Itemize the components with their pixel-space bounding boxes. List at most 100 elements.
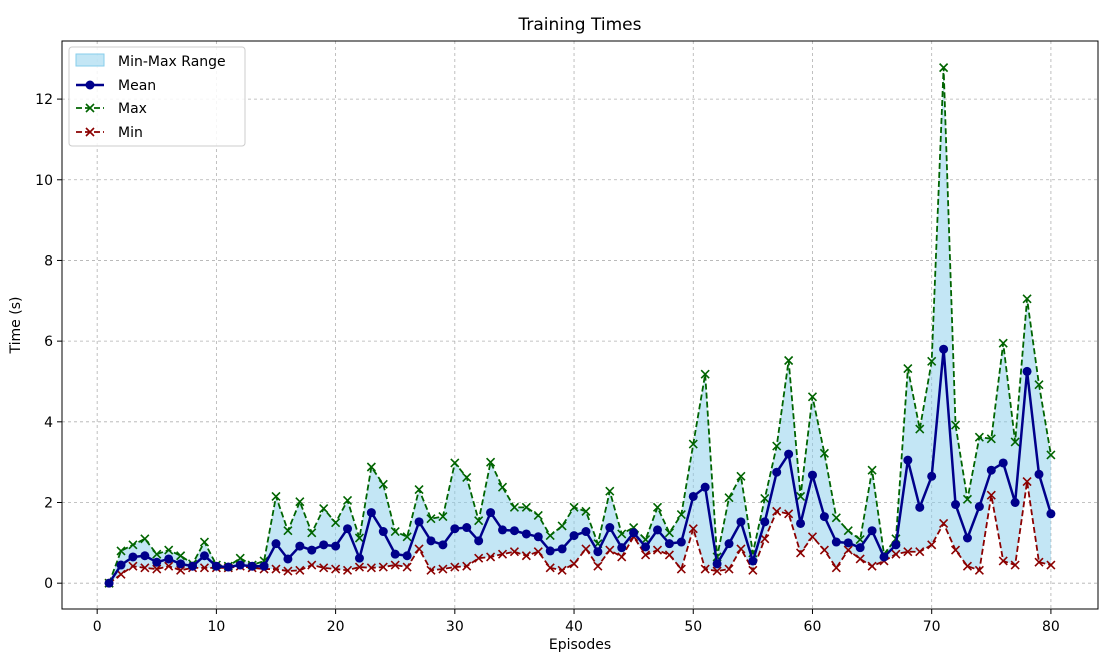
min-point [676, 564, 686, 574]
mean-point [641, 542, 651, 552]
max-point [831, 513, 841, 523]
max-point [867, 465, 877, 475]
mean-point [569, 531, 579, 541]
min-point [378, 562, 388, 572]
min-point [998, 556, 1008, 566]
mean-point [450, 524, 460, 534]
mean-point [557, 544, 567, 554]
max-point [486, 457, 496, 467]
max-point [450, 458, 460, 468]
min-point [950, 545, 961, 555]
max-point [462, 472, 472, 483]
max-point [438, 512, 448, 522]
mean-point [366, 508, 376, 518]
mean-point [796, 518, 806, 528]
mean-point [211, 561, 221, 571]
min-point [509, 547, 519, 557]
min-point [760, 534, 770, 544]
mean-point [1010, 498, 1020, 507]
max-point [497, 482, 508, 492]
mean-point [867, 526, 877, 536]
x-axis-label: Episodes [549, 637, 611, 652]
max-point [402, 532, 412, 542]
mean-point [307, 545, 317, 555]
min-point [700, 564, 710, 574]
mean-point [271, 539, 281, 549]
y-tick-label: 12 [35, 92, 53, 108]
min-point [939, 518, 949, 529]
min-point [593, 561, 603, 571]
max-point [426, 514, 436, 524]
mean-point [629, 528, 639, 538]
min-point [354, 562, 365, 572]
max-point [819, 448, 829, 458]
mean-point [414, 517, 424, 527]
min-point [545, 563, 555, 573]
max-point [664, 528, 674, 538]
max-point [676, 510, 686, 520]
max-point [474, 516, 484, 526]
max-point [176, 551, 186, 561]
mean-point [819, 512, 829, 522]
max-point [199, 537, 210, 547]
y-axis-ticks: 0 2 4 6 8 10 12 [35, 92, 62, 592]
y-tick-label: 2 [44, 496, 53, 512]
min-point [1046, 560, 1056, 570]
min-point [736, 544, 746, 554]
x-tick-label: 50 [684, 619, 702, 635]
min-point [855, 554, 865, 564]
mean-point [438, 540, 448, 550]
y-axis-label: Time (s) [8, 297, 24, 355]
min-point [533, 547, 543, 557]
legend-swatch-range [75, 53, 105, 67]
mean-point [319, 540, 329, 550]
max-point [307, 528, 317, 538]
min-point [497, 549, 508, 559]
mean-point [748, 556, 758, 566]
min-point [486, 552, 496, 562]
max-point [903, 364, 913, 374]
mean-point [724, 539, 734, 549]
min-point [927, 540, 937, 550]
max-point [950, 420, 961, 430]
x-tick-label: 20 [327, 619, 345, 635]
max-point [378, 479, 388, 489]
mean-point [605, 523, 615, 533]
mean-point [784, 449, 794, 459]
min-point [569, 559, 579, 569]
mean-point [223, 562, 233, 572]
min-point [331, 564, 341, 574]
min-point [831, 563, 841, 573]
min-point [557, 565, 567, 575]
min-point [688, 524, 698, 534]
max-point [1046, 450, 1056, 460]
x-tick-label: 60 [804, 619, 822, 635]
legend-label-range: Min-Max Range [118, 54, 226, 70]
mean-point [533, 532, 543, 542]
min-point [795, 548, 806, 558]
mean-point [939, 344, 949, 354]
min-point [521, 551, 531, 561]
min-point [617, 552, 627, 562]
legend-marker-mean [85, 80, 95, 90]
min-point [283, 566, 293, 576]
min-point [319, 563, 329, 573]
min-point [1022, 476, 1032, 487]
max-point [235, 553, 245, 563]
mean-point [581, 527, 591, 537]
max-point [939, 63, 949, 73]
max-series-line [108, 66, 1052, 584]
min-point [414, 544, 424, 554]
mean-point [962, 533, 972, 543]
min-point [891, 549, 901, 559]
mean-point [652, 525, 662, 535]
mean-point [474, 536, 484, 546]
min-point [903, 547, 913, 557]
mean-point [843, 538, 853, 548]
mean-point [712, 559, 722, 569]
max-point [724, 493, 734, 503]
max-point [331, 518, 341, 528]
max-point [545, 531, 555, 541]
max-point [843, 526, 853, 536]
min-max-range-area [109, 67, 1051, 584]
